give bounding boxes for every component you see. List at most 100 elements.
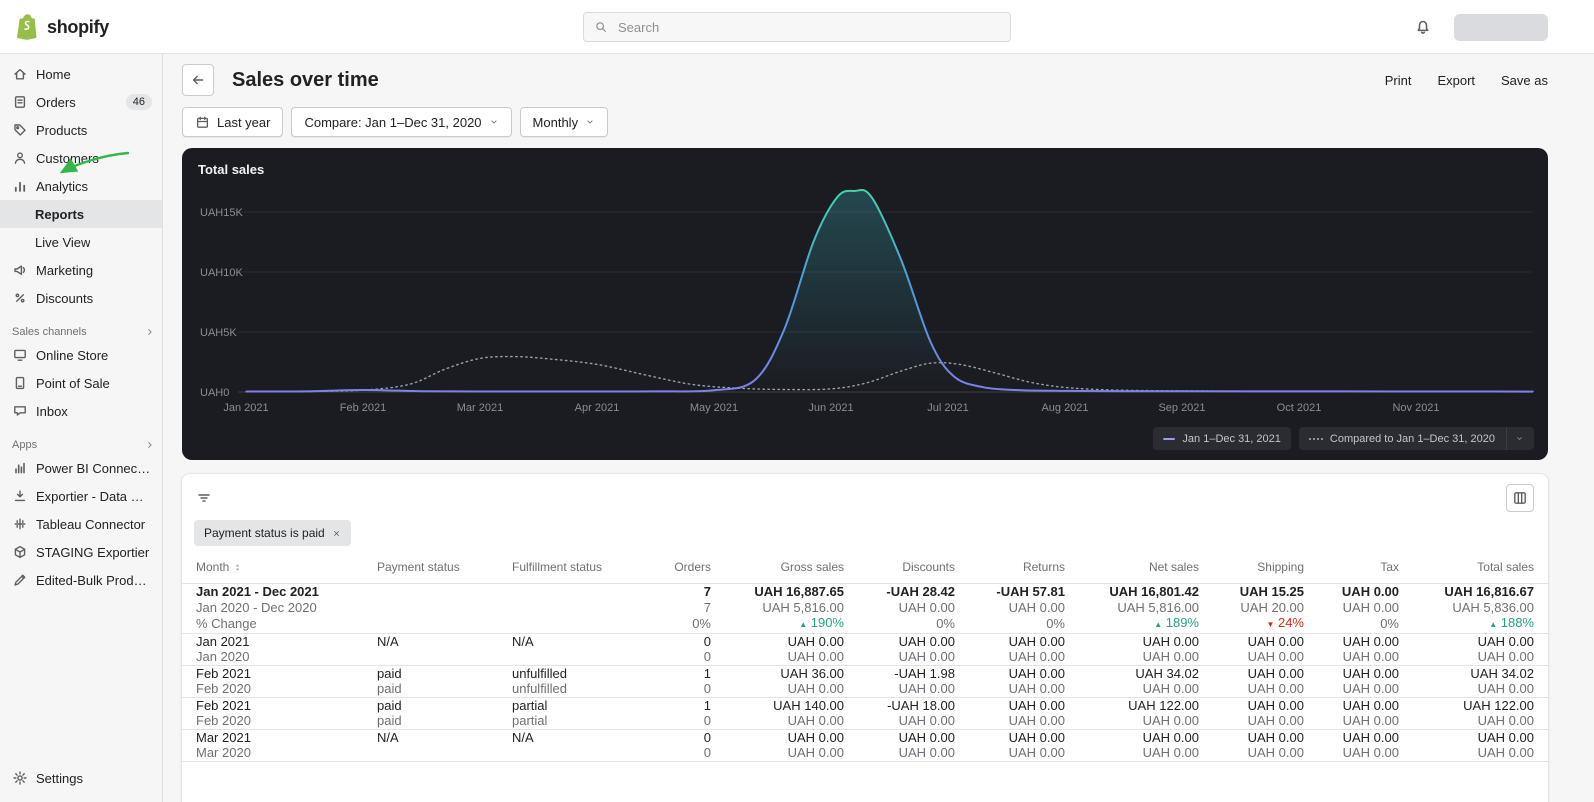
svg-text:Oct 2021: Oct 2021 <box>1277 402 1322 414</box>
sidebar-item-settings[interactable]: Settings <box>0 764 162 792</box>
online-store-icon <box>12 347 28 363</box>
table-row: Jan 2021 N/A N/A 0 UAH 0.00 UAH 0.00 UAH 0.00 U… <box>196 633 1534 649</box>
sidebar-item-label: Reports <box>35 206 85 222</box>
sidebar-item-customers[interactable]: Customers <box>0 144 162 172</box>
marketing-icon <box>12 262 28 278</box>
column-header-discounts: Discounts <box>852 554 963 584</box>
table-row: Jan 2021 - Dec 2021 7 UAH 16,887.65 -UAH 28… <box>196 584 1534 599</box>
table-row: Mar 2021 N/A N/A 0 UAH 0.00 UAH 0.00 UAH 0.00 U… <box>196 729 1534 745</box>
pos-icon <box>12 375 28 391</box>
search-icon <box>594 20 608 34</box>
orders-icon <box>12 94 28 110</box>
filter-chip-payment-status[interactable]: Payment status is paid <box>194 520 351 546</box>
sidebar-item-live-view[interactable]: Live View <box>0 228 162 256</box>
sidebar-item-power-bi-connector[interactable]: Power BI Connector <box>0 454 162 482</box>
sidebar-item-discounts[interactable]: Discounts <box>0 284 162 312</box>
sidebar-item-online-store[interactable]: Online Store <box>0 341 162 369</box>
sidebar-item-inbox[interactable]: Inbox <box>0 397 162 425</box>
power-bi-icon <box>12 460 28 476</box>
legend-current-period[interactable]: Jan 1–Dec 31, 2021 <box>1153 427 1291 450</box>
table-row: % Change 0% ▲ 190% 0% 0% ▲ 189% ▼ 24% 0% ▲ 188% <box>182 615 1548 634</box>
sidebar-item-label: Customers <box>36 150 99 166</box>
sidebar-item-label: Discounts <box>36 290 94 306</box>
compare-label: Compare: Jan 1–Dec 31, 2020 <box>304 114 482 130</box>
brand-wordmark: shopify <box>47 16 109 37</box>
column-header-tax: Tax <box>1312 554 1407 584</box>
solid-line-swatch <box>1163 437 1176 440</box>
sidebar-navigation: Home Orders 46 Products Customers Analytics Re… <box>0 54 163 802</box>
page-title: Sales over time <box>232 68 379 91</box>
gear-icon <box>12 770 28 786</box>
sidebar-item-analytics[interactable]: Analytics <box>0 172 162 200</box>
table-row: Feb 2021 paid unfulfilled 1 UAH 36.00 -UAH 1.… <box>196 665 1534 681</box>
user-menu-redacted[interactable] <box>1454 13 1548 41</box>
svg-text:May 2021: May 2021 <box>690 402 738 414</box>
analytics-icon <box>12 178 28 194</box>
global-search[interactable] <box>583 12 1011 42</box>
column-header-payment-status: Payment status <box>369 554 504 584</box>
legend-compare-period[interactable]: Compared to Jan 1–Dec 31, 2020 <box>1298 427 1534 450</box>
sort-icon <box>233 563 242 572</box>
legend-current-label: Jan 1–Dec 31, 2021 <box>1182 432 1281 445</box>
sidebar-item-label: STAGING Exportier <box>36 544 150 560</box>
date-range-label: Last year <box>217 114 271 130</box>
sidebar-item-point-of-sale[interactable]: Point of Sale <box>0 369 162 397</box>
print-button[interactable]: Print <box>1384 72 1412 88</box>
sidebar-item-label: Power BI Connector <box>36 460 152 476</box>
sidebar-item-home[interactable]: Home <box>0 60 162 88</box>
sidebar-item-tableau-connector[interactable]: Tableau Connector <box>0 510 162 538</box>
column-header-gross-sales: Gross sales <box>719 554 852 584</box>
sidebar-item-staging-exportier[interactable]: STAGING Exportier <box>0 538 162 566</box>
save-as-button[interactable]: Save as <box>1501 72 1548 88</box>
granularity-button[interactable]: Monthly <box>519 107 609 137</box>
svg-text:Jan 2021: Jan 2021 <box>223 402 268 414</box>
sidebar-item-label: Products <box>36 122 88 138</box>
back-button[interactable] <box>182 64 214 96</box>
section-apps[interactable]: Apps <box>12 439 156 451</box>
sidebar-item-products[interactable]: Products <box>0 116 162 144</box>
report-table-card: Payment status is paid Month Payment stat… <box>182 474 1548 802</box>
chevron-down-icon[interactable] <box>1506 427 1524 450</box>
main-content: Sales over time Print Export Save as Las… <box>163 54 1594 802</box>
column-header-shipping: Shipping <box>1207 554 1312 584</box>
svg-text:UAH0: UAH0 <box>200 387 229 399</box>
inbox-icon <box>12 403 28 419</box>
column-header-orders: Orders <box>624 554 719 584</box>
close-icon <box>332 529 341 538</box>
svg-text:Jul 2021: Jul 2021 <box>927 402 969 414</box>
date-range-button[interactable]: Last year <box>182 107 284 137</box>
sidebar-item-orders[interactable]: Orders 46 <box>0 88 162 116</box>
applied-filters: Payment status is paid <box>182 520 1548 546</box>
sidebar-item-marketing[interactable]: Marketing <box>0 256 162 284</box>
filter-chip-label: Payment status is paid <box>204 526 325 540</box>
calendar-icon <box>195 115 210 130</box>
table-row: Jan 2020 - Dec 2020 7 UAH 5,816.00 UAH 0.00… <box>196 599 1534 615</box>
table-row: Feb 2020 paid unfulfilled 0 UAH 0.00 UAH 0.00… <box>182 681 1548 698</box>
column-header-total-sales: Total sales <box>1407 554 1548 584</box>
sidebar-item-edited-bulk-product-ma[interactable]: Edited-Bulk Product Ma... <box>0 566 162 594</box>
discounts-icon <box>12 290 28 306</box>
shopify-brand[interactable]: shopify <box>14 12 109 42</box>
edit-columns-button[interactable] <box>1506 484 1534 512</box>
sidebar-item-reports[interactable]: Reports <box>0 200 162 228</box>
filter-button[interactable] <box>190 484 218 512</box>
export-button[interactable]: Export <box>1437 72 1476 88</box>
sidebar-item-exportier-data-export[interactable]: Exportier - Data Export <box>0 482 162 510</box>
columns-icon <box>1512 490 1528 506</box>
section-sales-channels[interactable]: Sales channels <box>12 326 156 338</box>
bell-icon <box>1414 18 1432 36</box>
table-row: Feb 2021 paid partial 1 UAH 140.00 -UAH 18.00… <box>196 697 1534 713</box>
notifications-bell-button[interactable] <box>1412 16 1434 38</box>
page-header: Sales over time Print Export Save as <box>182 62 1548 98</box>
sidebar-item-label: Point of Sale <box>36 375 110 391</box>
table-row: Jan 2020 0 UAH 0.00 UAH 0.00 UAH 0.00 UAH 0.0… <box>182 649 1548 666</box>
home-icon <box>12 66 28 82</box>
export-icon <box>12 488 28 504</box>
column-header-month[interactable]: Month <box>182 554 369 584</box>
table-controls <box>182 484 1548 512</box>
remove-filter-button[interactable] <box>332 529 341 538</box>
compare-period-button[interactable]: Compare: Jan 1–Dec 31, 2020 <box>291 107 512 137</box>
header-actions: Print Export Save as <box>1385 73 1548 88</box>
search-input[interactable] <box>616 18 1000 36</box>
granularity-label: Monthly <box>532 114 579 130</box>
